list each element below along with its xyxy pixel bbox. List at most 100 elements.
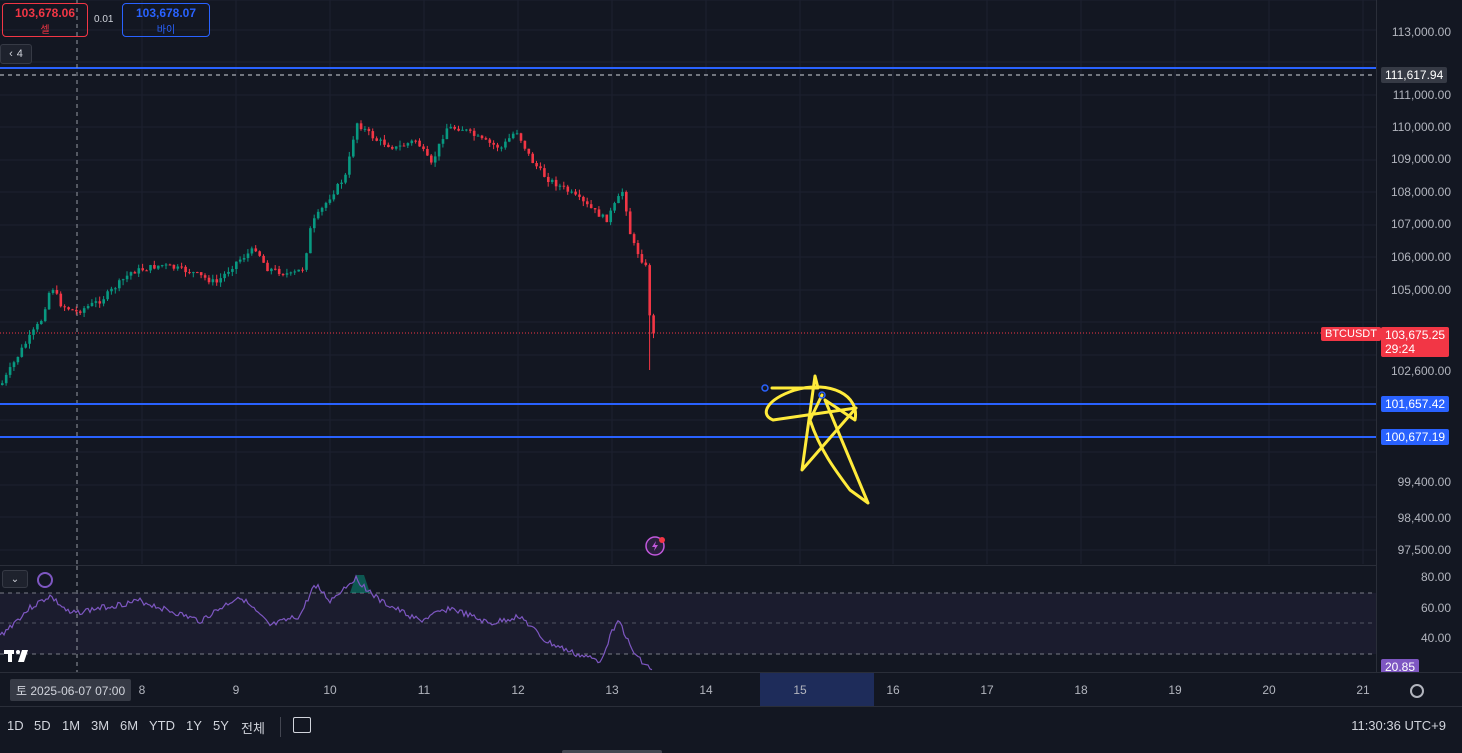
candle-body	[550, 179, 554, 182]
candle-body	[184, 266, 187, 273]
candle-body	[262, 255, 265, 263]
candle-body	[430, 155, 433, 163]
drawing-anchor	[818, 391, 826, 399]
candle-body	[617, 196, 620, 204]
candle-body	[305, 253, 308, 270]
candle-body	[527, 148, 531, 154]
candle-body	[293, 271, 297, 273]
collapse-indicators-button[interactable]: ‹ 4	[0, 44, 32, 64]
price-pane[interactable]: 103,678.06 셀 0.01 103,678.07 바이 ‹ 4	[0, 0, 1376, 564]
candle-body	[36, 323, 39, 330]
candle-body	[297, 269, 300, 272]
candle-body	[523, 140, 527, 149]
candle-countdown: 29:24	[1385, 342, 1416, 356]
candle-body	[59, 293, 63, 307]
timeframe-1d[interactable]: 1D	[7, 718, 24, 733]
timeframe-1m[interactable]: 1M	[62, 718, 81, 733]
candle-body	[16, 356, 20, 363]
candle-body	[164, 264, 168, 266]
timeframe-3m[interactable]: 3M	[91, 718, 110, 733]
candle-body	[539, 166, 542, 169]
candle-body	[211, 279, 215, 283]
candle-body	[324, 202, 328, 208]
timeframe-5d[interactable]: 5D	[34, 718, 51, 733]
timeframe-6m[interactable]: 6M	[120, 718, 139, 733]
candle-body	[145, 270, 148, 272]
candle-body	[391, 147, 394, 149]
candle-body	[621, 191, 624, 197]
candle-body	[484, 138, 488, 140]
lightning-alert-icon	[645, 536, 665, 556]
candle-body	[238, 259, 242, 262]
candle-body	[480, 135, 484, 139]
candle-body	[558, 185, 562, 187]
candle-body	[543, 168, 546, 177]
candle-body	[231, 269, 234, 272]
rsi-collapse-button[interactable]: ⌄	[2, 570, 28, 588]
candle-body	[242, 258, 246, 260]
candlestick-series	[1, 120, 655, 386]
candle-body	[609, 210, 612, 223]
candle-body	[336, 183, 339, 195]
candle-body	[578, 194, 581, 197]
compare-icon[interactable]	[293, 717, 311, 733]
candle-body	[461, 129, 464, 131]
candle-body	[508, 138, 511, 142]
time-axis[interactable]: 8 9 10 11 12 13 14 15 16 17 18 19 20 21 …	[0, 672, 1462, 707]
candle-body	[640, 254, 644, 263]
collapse-count: 4	[16, 48, 23, 60]
candle-body	[472, 130, 476, 136]
candle-body	[453, 126, 456, 129]
candle-body	[79, 311, 82, 313]
candle-body	[121, 279, 125, 281]
candle-body	[207, 277, 211, 283]
sell-button[interactable]: 103,678.06 셀	[2, 3, 88, 37]
candle-body	[266, 262, 269, 272]
candle-body	[613, 203, 616, 211]
candle-body	[320, 207, 324, 212]
buy-button[interactable]: 103,678.07 바이	[122, 3, 210, 37]
candle-body	[418, 140, 421, 147]
settings-gear-icon[interactable]	[1410, 684, 1424, 698]
time-tick: 19	[1168, 683, 1182, 697]
scroll-handle[interactable]	[562, 750, 662, 753]
current-price-tag: 103,675.25 29:24	[1381, 327, 1450, 357]
candle-body	[258, 251, 261, 256]
timeframe-ytd[interactable]: YTD	[149, 718, 175, 733]
price-axis[interactable]: 113,000.00 111,000.00 110,000.00 109,000…	[1376, 0, 1462, 675]
candle-body	[215, 279, 219, 283]
crosshair-date-label: 토 2025-06-07 07:00	[10, 679, 132, 701]
candle-body	[496, 144, 499, 148]
candle-body	[43, 309, 47, 322]
candle-body	[160, 265, 164, 267]
rsi-pane[interactable]: ⌄	[0, 565, 1376, 673]
time-tick: 15	[793, 683, 807, 697]
candle-body	[4, 374, 8, 384]
candle-body	[250, 248, 254, 254]
candle-body	[344, 174, 347, 183]
timeframe-5y[interactable]: 5Y	[213, 718, 229, 733]
tradingview-logo-icon[interactable]	[4, 648, 36, 669]
candle-body	[24, 343, 27, 348]
timeframe-all[interactable]: 전체	[241, 721, 265, 736]
candle-body	[387, 144, 390, 148]
candle-body	[141, 268, 144, 271]
current-price: 103,675.25	[1385, 328, 1446, 342]
price-chart[interactable]	[0, 0, 1376, 564]
candle-body	[476, 135, 480, 137]
candle-body	[28, 334, 31, 344]
time-tick: 21	[1356, 683, 1370, 697]
rsi-chart[interactable]	[0, 566, 1376, 673]
candle-body	[469, 129, 472, 131]
price-label: 111,000.00	[1392, 88, 1451, 102]
time-tick: 11	[417, 683, 431, 697]
price-label: 108,000.00	[1390, 185, 1451, 199]
timeframe-1y[interactable]: 1Y	[186, 718, 202, 733]
indicator-settings-icon[interactable]	[37, 572, 53, 588]
candle-body	[515, 133, 519, 135]
candle-body	[90, 302, 94, 307]
buy-label: 바이	[156, 25, 176, 36]
chevron-left-icon: ‹	[9, 48, 13, 60]
time-tick: 13	[605, 683, 619, 697]
